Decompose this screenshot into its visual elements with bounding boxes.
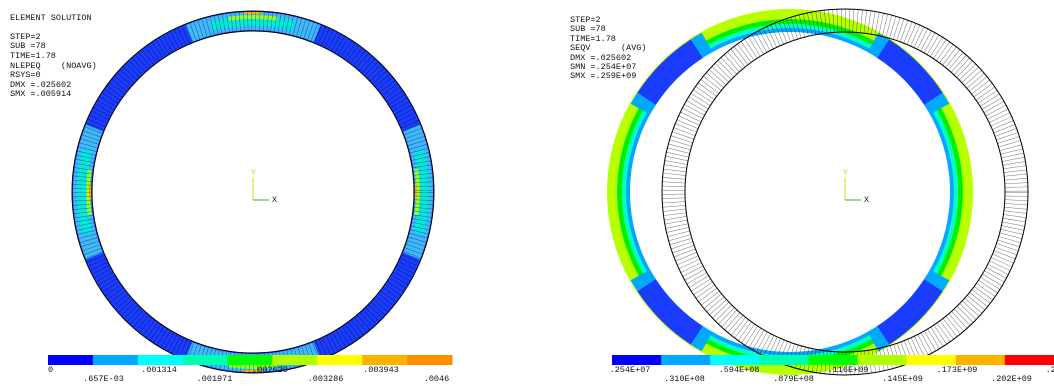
info-line: TIME=1.78: [10, 51, 56, 61]
axis-label: X: [864, 195, 869, 205]
legend-label: .002629: [252, 365, 288, 375]
info-line: SUB =78: [10, 41, 46, 51]
legend-swatch: [48, 355, 93, 365]
legend-swatch: [710, 355, 760, 365]
contour-patch: [697, 335, 707, 341]
legend-label: .230E+09: [1046, 365, 1054, 375]
legend-label: .116E+09: [828, 365, 869, 375]
legend-label: .879E+08: [773, 374, 814, 384]
axis-label: Y: [843, 168, 848, 178]
info-line: SMX =.005914: [10, 89, 71, 99]
legend-label: .594E+08: [719, 365, 760, 375]
legend-label: .001971: [197, 374, 233, 384]
legend-label: .003286: [308, 374, 344, 384]
contour-patch: [933, 99, 939, 109]
contour-patch: [229, 17, 278, 19]
legend-label: .0046: [424, 374, 450, 384]
legend-swatch: [93, 355, 138, 365]
contour-patch: [883, 49, 933, 99]
info-line: SEQV (AVG): [570, 43, 647, 53]
legend-label: .145E+09: [882, 374, 923, 384]
legend-label: .657E-03: [83, 374, 124, 384]
legend-swatch: [362, 355, 407, 365]
legend-label: .310E+08: [664, 374, 705, 384]
contour-patch: [697, 42, 707, 48]
legend-swatch: [612, 355, 662, 365]
legend-swatch: [228, 355, 273, 365]
legend-swatch: [183, 355, 228, 365]
contour-patch: [873, 335, 883, 341]
legend-label: .173E+09: [937, 365, 978, 375]
legend-swatch: [272, 355, 317, 365]
legend-swatch: [808, 355, 858, 365]
legend-swatch: [317, 355, 362, 365]
legend-label: 0: [48, 365, 53, 375]
legend-label: .003943: [363, 365, 399, 375]
contour-patch: [883, 285, 933, 335]
legend-label: .202E+09: [991, 374, 1032, 384]
legend-label: .001314: [141, 365, 177, 375]
axis-label: Y: [251, 168, 256, 178]
legend-swatch: [956, 355, 1006, 365]
ansys-screenshot: ELEMENT SOLUTIONSTEP=2SUB =78TIME=1.78NL…: [0, 0, 1054, 386]
legend-swatch: [407, 355, 452, 365]
contour-patch: [640, 275, 646, 285]
info-line: SMX =.259E+09: [570, 71, 636, 81]
info-line: RSYS=0: [10, 70, 41, 80]
contour-patch: [933, 275, 939, 285]
info-line: SUB =78: [570, 24, 606, 34]
legend-swatch: [907, 355, 957, 365]
legend-swatch: [138, 355, 183, 365]
axis-label: X: [272, 195, 277, 205]
legend-swatch: [759, 355, 809, 365]
legend-label: .254E+07: [610, 365, 651, 375]
legend-swatch: [1005, 355, 1054, 365]
contour-patch: [873, 42, 883, 48]
info-line: ELEMENT SOLUTION: [10, 13, 92, 23]
contour-patch: [647, 49, 697, 99]
contour-patch: [647, 285, 697, 335]
legend-swatch: [661, 355, 711, 365]
legend-swatch: [858, 355, 908, 365]
contour-patch: [640, 99, 646, 109]
